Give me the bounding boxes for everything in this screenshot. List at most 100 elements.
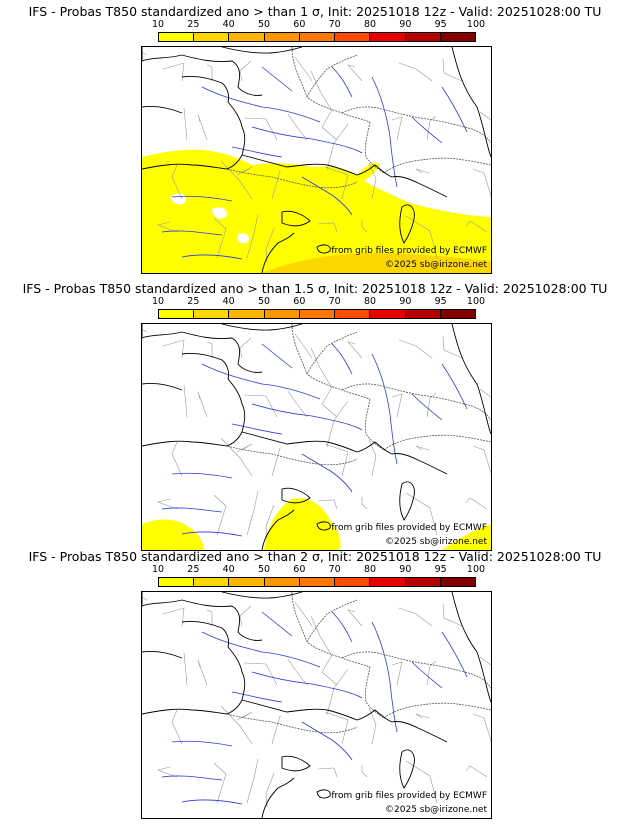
panel-title: IFS - Probas T850 standardized ano > tha… (28, 4, 602, 19)
river (171, 472, 233, 479)
admin-boundary (271, 447, 281, 477)
admin-boundary (243, 117, 278, 141)
admin-boundary (310, 347, 333, 389)
admin-boundary (162, 607, 185, 627)
map-graphic (142, 324, 491, 550)
map-panel-1: IFS - Probas T850 standardized ano > tha… (0, 4, 630, 274)
colorbar-swatch (229, 310, 265, 318)
colorbar-swatch (299, 33, 336, 41)
country-border (364, 398, 385, 451)
colorbar-tick-label: 50 (257, 564, 271, 575)
coastline (281, 755, 311, 772)
river (251, 403, 363, 431)
colorbar-tick-label: 60 (293, 564, 306, 575)
country-border (426, 663, 491, 689)
coastline (221, 592, 303, 599)
admin-boundary (236, 443, 253, 453)
admin-boundary (310, 70, 333, 112)
admin-boundary (206, 341, 213, 358)
river (261, 66, 293, 92)
admin-boundary (324, 166, 349, 200)
admin-boundary (171, 709, 183, 745)
admin-boundary (442, 58, 463, 82)
coastline (142, 106, 183, 114)
probability-map: from grib files provided by ECMWF ©2025 … (141, 46, 492, 274)
coastline (142, 163, 228, 170)
river (171, 195, 233, 202)
colorbar (158, 32, 476, 42)
colorbar-tick-label: 40 (222, 564, 235, 575)
source-credit: from grib files provided by ECMWF (331, 246, 487, 256)
admin-boundary (317, 222, 338, 233)
colorbar-swatch (299, 578, 336, 586)
country-border (306, 331, 358, 375)
river (201, 363, 321, 400)
colorbar-swatch (405, 310, 441, 318)
coastline (261, 232, 295, 273)
river (201, 631, 321, 668)
river (181, 799, 243, 805)
country-border (383, 702, 491, 719)
colorbar-tick-label: 95 (434, 19, 447, 30)
admin-boundary (326, 668, 349, 716)
admin-boundary (472, 168, 491, 197)
river (441, 363, 468, 410)
admin-boundary (243, 394, 278, 418)
coastline (391, 453, 448, 475)
copyright-credit: ©2025 sb@irizone.net (385, 805, 487, 815)
colorbar-ticks: 10 25 40 50 60 70 80 90 95 100 (152, 564, 485, 576)
copyright-credit: ©2025 sb@irizone.net (385, 537, 487, 547)
colorbar-tick-label: 80 (363, 19, 377, 30)
colorbar-swatch (159, 578, 195, 586)
country-border (226, 445, 358, 466)
probability-area (142, 519, 204, 550)
coastline (451, 47, 491, 158)
admin-boundary (442, 603, 463, 627)
admin-boundary (391, 116, 403, 141)
admin-boundary (415, 168, 430, 174)
coastline (142, 324, 263, 373)
colorbar-swatch (405, 33, 441, 41)
colorbar-ticks: 10 25 40 50 60 70 80 90 95 100 (152, 296, 485, 308)
river (251, 671, 363, 699)
colorbar-tick-label: 10 (151, 564, 165, 575)
admin-boundary (324, 711, 349, 745)
colorbar-tick-label: 95 (434, 296, 447, 307)
coastline (181, 621, 246, 715)
coastline (399, 204, 415, 244)
admin-boundary (347, 64, 363, 82)
coastline (399, 749, 415, 789)
admin-boundary (426, 115, 437, 141)
river (411, 661, 443, 689)
river (441, 631, 468, 678)
admin-boundary (183, 384, 188, 418)
admin-boundary (321, 386, 338, 418)
country-border (364, 121, 385, 174)
admin-boundary (183, 652, 188, 686)
coastline (399, 481, 415, 521)
admin-boundary (162, 62, 185, 82)
river (231, 423, 283, 435)
map-panel-3: IFS - Probas T850 standardized ano > tha… (0, 549, 630, 819)
river (411, 116, 443, 144)
geography-layer (142, 592, 491, 818)
river (301, 176, 353, 216)
admin-boundary (171, 164, 183, 200)
colorbar-swatch (299, 310, 336, 318)
admin-boundary (206, 64, 213, 81)
coastline (326, 709, 393, 723)
country-border (226, 168, 358, 189)
coastline (241, 699, 328, 713)
admin-boundary (246, 213, 259, 259)
admin-boundary (368, 162, 377, 200)
coastline (316, 521, 331, 531)
probability-area-high (262, 253, 491, 273)
country-border (426, 395, 491, 421)
colorbar-tick-label: 90 (399, 296, 412, 307)
admin-boundary (391, 393, 403, 418)
river (331, 611, 353, 643)
river (331, 66, 353, 98)
colorbar-tick-label: 100 (466, 296, 486, 307)
admin-boundary (220, 437, 253, 477)
colorbar-tick-label: 80 (363, 296, 377, 307)
